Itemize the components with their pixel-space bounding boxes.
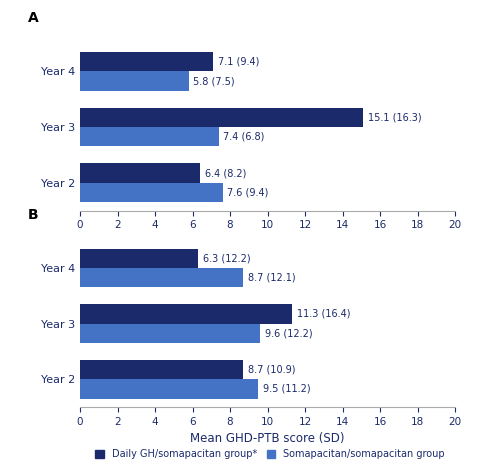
Text: 6.3 (12.2): 6.3 (12.2): [203, 253, 250, 263]
Bar: [80, 52, 213, 72]
X-axis label: Mean GHD-PTB score (SD): Mean GHD-PTB score (SD): [190, 432, 345, 446]
Text: 8.7 (10.9): 8.7 (10.9): [248, 365, 296, 374]
Bar: [80, 304, 292, 324]
Bar: [80, 183, 223, 202]
Bar: [80, 72, 189, 91]
Text: A: A: [28, 11, 38, 25]
Text: 7.4 (6.8): 7.4 (6.8): [224, 132, 265, 142]
Bar: [80, 163, 200, 183]
Text: 11.3 (16.4): 11.3 (16.4): [296, 309, 350, 319]
Bar: [80, 108, 363, 127]
Text: 7.6 (9.4): 7.6 (9.4): [227, 187, 268, 197]
Bar: [80, 127, 219, 146]
Text: 8.7 (12.1): 8.7 (12.1): [248, 273, 296, 283]
Text: 5.8 (7.5): 5.8 (7.5): [194, 76, 235, 86]
X-axis label: Mean GHD-CTB score (SD): Mean GHD-CTB score (SD): [190, 236, 346, 249]
Bar: [80, 360, 243, 379]
Bar: [80, 249, 198, 268]
Legend: Daily GH/somapacitan group*, Somapacitan/somapacitan group: Daily GH/somapacitan group*, Somapacitan…: [92, 446, 448, 463]
Text: 7.1 (9.4): 7.1 (9.4): [218, 57, 259, 67]
Bar: [80, 379, 258, 399]
Text: 9.6 (12.2): 9.6 (12.2): [264, 329, 312, 338]
Bar: [80, 324, 260, 343]
Text: B: B: [28, 208, 38, 222]
Text: 15.1 (16.3): 15.1 (16.3): [368, 112, 422, 123]
Text: 9.5 (11.2): 9.5 (11.2): [263, 384, 310, 394]
Bar: [80, 268, 243, 287]
Text: 6.4 (8.2): 6.4 (8.2): [204, 168, 246, 178]
